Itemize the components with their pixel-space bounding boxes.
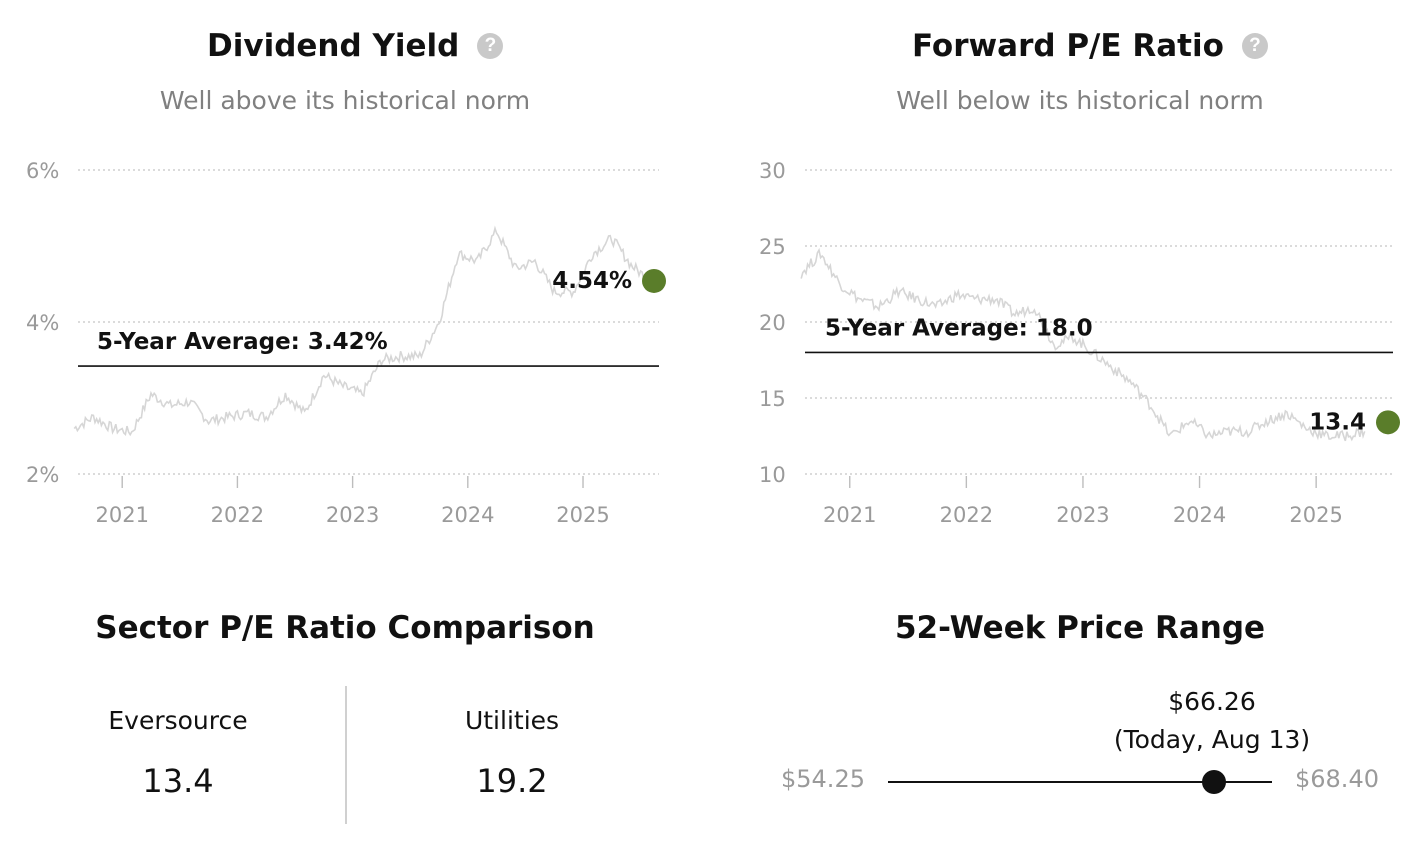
current-value-marker <box>1376 410 1400 435</box>
sector-comparison-title: Sector P/E Ratio Comparison <box>95 610 595 646</box>
x-tick-label: 2024 <box>1173 503 1226 527</box>
sector-item-utilities-name: Utilities <box>464 706 560 735</box>
x-tick-label: 2021 <box>823 503 876 527</box>
y-tick-label: 10 <box>759 463 786 487</box>
y-tick-label: 25 <box>759 235 786 259</box>
y-tick-label: 2% <box>26 463 59 487</box>
y-tick-label: 6% <box>26 159 59 183</box>
dividend-yield-subtitle: Well above its historical norm <box>159 86 531 115</box>
y-tick-label: 30 <box>759 159 786 183</box>
sector-item-eversource-value: 13.4 <box>142 762 214 800</box>
history-series-line <box>73 225 651 437</box>
y-tick-label: 20 <box>759 311 786 335</box>
x-tick-label: 2024 <box>441 503 494 527</box>
x-tick-label: 2022 <box>940 503 993 527</box>
forward-pe-subtitle: Well below its historical norm <box>896 86 1264 115</box>
price-range-high: $68.40 <box>1295 765 1379 793</box>
x-tick-label: 2023 <box>326 503 379 527</box>
price-range-current-price: $66.26 <box>1168 687 1256 716</box>
price-range-title: 52-Week Price Range <box>894 610 1266 646</box>
x-tick-label: 2025 <box>1289 503 1342 527</box>
dividend-yield-title-text: Dividend Yield <box>207 28 460 64</box>
price-range-track <box>888 781 1272 783</box>
forward-pe-title-text: Forward P/E Ratio <box>912 28 1224 64</box>
price-range-low: $54.25 <box>781 765 865 793</box>
x-tick-label: 2022 <box>211 503 264 527</box>
question-circle-icon[interactable]: ? <box>477 33 504 59</box>
average-label: 5-Year Average: 18.0 <box>825 315 1093 341</box>
history-series-line <box>800 247 1366 442</box>
sector-item-eversource-name: Eversource <box>108 706 248 735</box>
y-tick-label: 4% <box>26 311 59 335</box>
question-circle-icon[interactable]: ? <box>1241 33 1268 59</box>
current-value-label: 4.54% <box>552 268 632 294</box>
dividend-yield-title: Dividend Yield ? <box>207 28 504 64</box>
dividend-yield-chart: 2% 4% 6% 2021 2022 2023 2024 2025 5-Year Average… <box>26 159 666 527</box>
sector-item-utilities-value: 19.2 <box>476 762 548 800</box>
current-value-marker <box>642 268 666 293</box>
current-value-label: 13.4 <box>1309 409 1366 435</box>
average-label: 5-Year Average: 3.42% <box>97 329 388 355</box>
price-range-current-note: (Today, Aug 13) <box>1113 725 1311 754</box>
forward-pe-title: Forward P/E Ratio ? <box>912 28 1268 64</box>
y-tick-label: 15 <box>759 387 786 411</box>
price-range-current-marker <box>1201 770 1226 794</box>
x-tick-label: 2021 <box>95 503 148 527</box>
x-tick-label: 2025 <box>556 503 609 527</box>
x-tick-label: 2023 <box>1056 503 1109 527</box>
sector-divider <box>345 686 347 824</box>
